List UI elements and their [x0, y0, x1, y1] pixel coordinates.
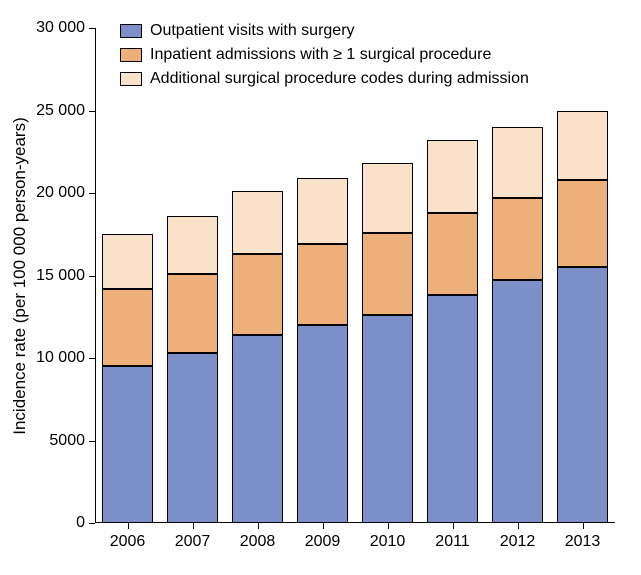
x-tick-label: 2009: [290, 533, 355, 551]
x-tick: [323, 523, 324, 529]
bar-group: [297, 28, 348, 523]
bar-segment-inpatient: [427, 213, 478, 296]
bar-segment-additional: [102, 234, 153, 288]
bar-segment-inpatient: [492, 198, 543, 281]
bar-segment-outpatient: [102, 366, 153, 523]
x-tick: [193, 523, 194, 529]
x-tick: [583, 523, 584, 529]
y-tick: [89, 193, 95, 194]
y-tick-label: 10 000: [36, 349, 85, 367]
bar-group: [492, 28, 543, 523]
y-tick: [89, 523, 95, 524]
bar-segment-additional: [232, 191, 283, 254]
bar-segment-inpatient: [167, 274, 218, 353]
bar-segment-inpatient: [557, 180, 608, 267]
y-tick-label: 0: [76, 514, 85, 532]
bar-group: [557, 28, 608, 523]
y-tick: [89, 28, 95, 29]
x-tick: [258, 523, 259, 529]
y-tick-label: 15 000: [36, 267, 85, 285]
bar-group: [427, 28, 478, 523]
bar-group: [167, 28, 218, 523]
bar-segment-outpatient: [492, 280, 543, 523]
x-tick: [453, 523, 454, 529]
x-tick-label: 2006: [95, 533, 160, 551]
y-axis-title: Incidence rate (per 100 000 person-years…: [10, 76, 30, 476]
x-tick-label: 2013: [550, 533, 615, 551]
bar-segment-additional: [492, 127, 543, 198]
x-tick-label: 2007: [160, 533, 225, 551]
bar-group: [362, 28, 413, 523]
y-tick-label: 25 000: [36, 102, 85, 120]
bar-segment-inpatient: [102, 289, 153, 367]
bar-segment-inpatient: [297, 244, 348, 325]
y-tick: [89, 276, 95, 277]
bar-segment-inpatient: [362, 233, 413, 316]
bar-group: [232, 28, 283, 523]
bar-segment-additional: [427, 140, 478, 213]
x-tick-label: 2008: [225, 533, 290, 551]
bar-segment-additional: [557, 111, 608, 180]
x-tick: [388, 523, 389, 529]
y-tick: [89, 441, 95, 442]
x-tick-label: 2011: [420, 533, 485, 551]
bar-segment-outpatient: [297, 325, 348, 523]
bar-segment-additional: [167, 216, 218, 274]
y-tick-label: 30 000: [36, 19, 85, 37]
y-tick: [89, 358, 95, 359]
x-tick-label: 2012: [485, 533, 550, 551]
bar-segment-additional: [297, 178, 348, 244]
bar-segment-outpatient: [427, 295, 478, 523]
bar-segment-outpatient: [362, 315, 413, 523]
bar-segment-inpatient: [232, 254, 283, 335]
y-tick-label: 5000: [49, 432, 85, 450]
bar-segment-outpatient: [557, 267, 608, 523]
x-tick: [518, 523, 519, 529]
bar-segment-additional: [362, 163, 413, 232]
x-tick: [128, 523, 129, 529]
bar-segment-outpatient: [167, 353, 218, 523]
bar-segment-outpatient: [232, 335, 283, 523]
y-tick-label: 20 000: [36, 184, 85, 202]
y-tick: [89, 111, 95, 112]
chart-container: Incidence rate (per 100 000 person-years…: [0, 0, 641, 575]
x-tick-label: 2010: [355, 533, 420, 551]
bar-group: [102, 28, 153, 523]
